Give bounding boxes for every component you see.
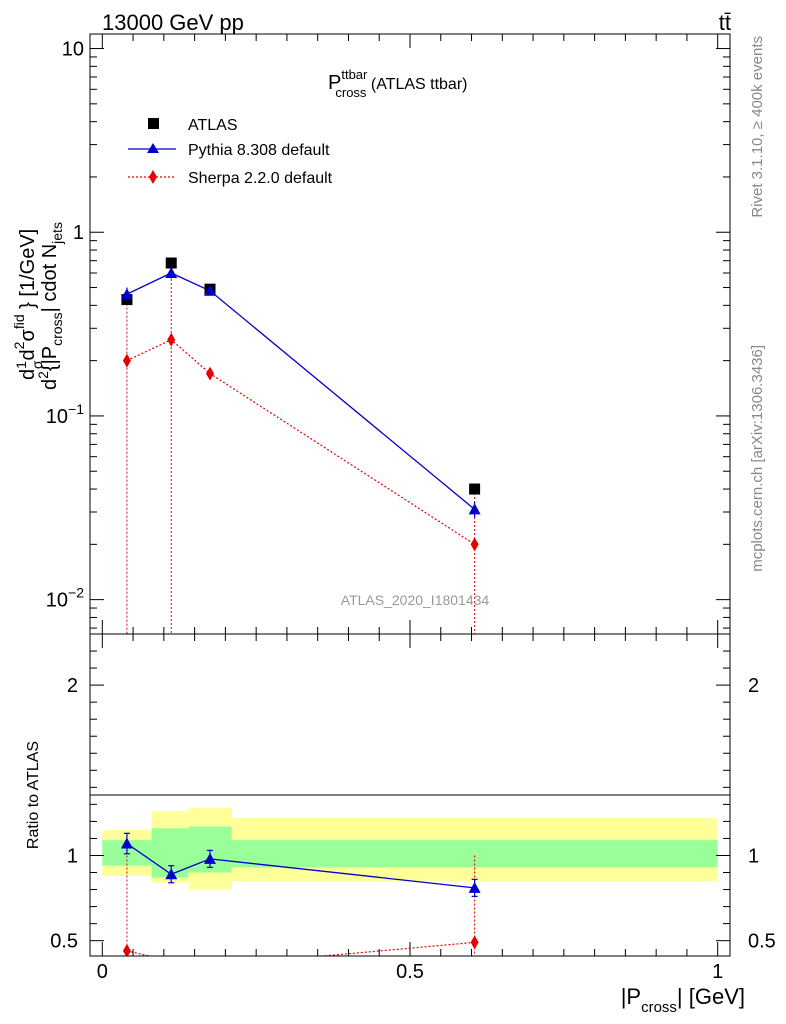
process-label: 13000 GeV pp (102, 10, 244, 35)
ratio-axis-ticks: 0.5 0.5 1 1 2 2 0 0.5 1 (50, 634, 776, 983)
svg-text:d1σd2σfid } [1/GeV]: d1σd2σfid } [1/GeV] (11, 229, 45, 380)
ratio-y-tick-label: 1 (67, 845, 78, 867)
legend-sherpa-label: Sherpa 2.2.0 default (188, 170, 333, 187)
rivet-version-label: Rivet 3.1.10, ≥ 400k events (749, 36, 766, 218)
sherpa-point (122, 353, 131, 368)
sherpa-ratio-point (122, 943, 131, 956)
main-y-tick-label: 10−1 (46, 401, 84, 428)
x-tick-label: 0 (97, 961, 108, 983)
x-axis-label: |Pcross| [GeV] (621, 984, 745, 1016)
sherpa-ratio-point (470, 935, 479, 950)
main-series-layer (120, 257, 481, 634)
ratio-y-tick-label-right: 1 (748, 845, 759, 867)
pythia-point (165, 266, 178, 278)
source-label: mcplots.cern.ch [arXiv:1306.3436] (749, 345, 766, 572)
pythia-point (468, 503, 481, 515)
pythia-point (120, 288, 133, 300)
legend-atlas-label: ATLAS (188, 117, 238, 134)
pythia-ratio-point (204, 852, 216, 864)
ratio-clipped-group (122, 855, 479, 956)
ratio-series-layer (120, 832, 481, 956)
analysis-watermark: ATLAS_2020_I1801434 (341, 592, 490, 608)
ratio-plot-panel: 0.5 0.5 1 1 2 2 0 0.5 1 (50, 633, 776, 983)
ratio-plot-frame (89, 633, 731, 957)
atlas-point (165, 257, 177, 269)
pythia-point (204, 284, 216, 296)
pythia-ratio-point (468, 881, 481, 893)
ratio-inner-band (231, 840, 718, 868)
legend-pythia-marker (147, 143, 159, 153)
main-y-tick-label: 10−2 (46, 585, 84, 612)
pythia-ratio-point (120, 837, 133, 849)
ratio-y-tick-label: 2 (67, 675, 78, 697)
legend-pythia-label: Pythia 8.308 default (188, 142, 330, 159)
atlas-point (469, 483, 481, 495)
main-y-tick-label: 10 (62, 39, 84, 61)
ratio-uncertainty-bands (102, 807, 718, 890)
final-state-label: tt̄ (719, 10, 731, 35)
ratio-y-tick-label-right: 2 (748, 675, 759, 697)
pythia-line (126, 272, 476, 510)
pythia-ratio-line (126, 843, 475, 889)
sherpa-line (126, 338, 475, 545)
ratio-y-tick-label-right: 0.5 (748, 931, 776, 953)
ratio-y-tick-label: 0.5 (50, 931, 78, 953)
legend-atlas-marker (148, 118, 159, 129)
legend-sherpa-marker (149, 170, 157, 184)
sherpa-ratio-line (126, 941, 475, 956)
svg-text:d2{|Pcross| cdot Njets: d2{|Pcross| cdot Njets (35, 222, 65, 390)
plot-title: Pttbar cross (ATLAS ttbar) (328, 67, 467, 100)
main-y-axis-label: d1σd2σfid } [1/GeV] d2{|Pcross| cdot Nje… (11, 222, 65, 390)
main-axis-ticks: 10 1 10−1 10−2 (46, 34, 730, 634)
sherpa-point (206, 366, 214, 381)
x-tick-label: 1 (712, 961, 723, 983)
ratio-y-axis-label: Ratio to ATLAS (25, 741, 42, 849)
main-plot-frame (89, 33, 731, 635)
main-y-tick-label: 1 (73, 222, 84, 244)
x-tick-label: 0.5 (396, 961, 424, 983)
sherpa-point (167, 332, 176, 347)
sherpa-point (470, 537, 479, 552)
legend: ATLAS Pythia 8.308 default Sherpa 2.2.0 … (128, 117, 333, 187)
pythia-ratio-point (165, 868, 178, 880)
main-plot-panel: 10 1 10−1 10−2 (46, 33, 731, 635)
